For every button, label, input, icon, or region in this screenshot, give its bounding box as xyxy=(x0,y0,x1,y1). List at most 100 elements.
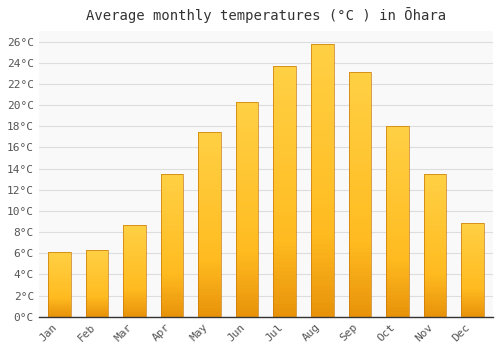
Bar xyxy=(274,267,296,271)
Bar xyxy=(311,112,334,117)
Bar xyxy=(424,243,446,245)
Bar xyxy=(236,281,258,285)
Bar xyxy=(48,284,70,285)
Bar xyxy=(424,203,446,205)
Bar xyxy=(424,307,446,310)
Bar xyxy=(161,200,184,203)
Bar xyxy=(86,306,108,307)
Bar xyxy=(124,306,146,308)
Bar xyxy=(48,258,70,259)
Bar xyxy=(461,307,483,309)
Bar xyxy=(198,237,221,240)
Bar xyxy=(311,62,334,66)
Bar xyxy=(311,107,334,112)
Bar xyxy=(274,237,296,241)
Bar xyxy=(86,274,108,276)
Bar xyxy=(86,258,108,259)
Bar xyxy=(424,262,446,264)
Bar xyxy=(348,284,371,288)
Bar xyxy=(348,117,371,121)
Bar xyxy=(348,227,371,231)
Bar xyxy=(124,263,146,265)
Bar xyxy=(198,141,221,144)
Bar xyxy=(311,98,334,103)
Bar xyxy=(161,290,184,293)
Bar xyxy=(86,256,108,257)
Bar xyxy=(161,178,184,181)
Bar xyxy=(48,299,70,300)
Bar xyxy=(311,203,334,208)
Bar xyxy=(86,310,108,311)
Bar xyxy=(198,274,221,276)
Bar xyxy=(161,252,184,255)
Bar xyxy=(124,226,146,228)
Bar xyxy=(348,292,371,296)
Bar xyxy=(48,266,70,267)
Bar xyxy=(274,108,296,112)
Bar xyxy=(424,260,446,262)
Bar xyxy=(124,275,146,277)
Bar xyxy=(424,286,446,288)
Bar xyxy=(311,312,334,317)
Bar xyxy=(86,253,108,254)
Bar xyxy=(48,302,70,303)
Bar xyxy=(274,166,296,170)
Bar xyxy=(198,233,221,237)
Bar xyxy=(124,259,146,260)
Bar xyxy=(161,257,184,260)
Bar xyxy=(86,278,108,279)
Bar xyxy=(386,250,408,253)
Bar xyxy=(124,291,146,292)
Bar xyxy=(236,217,258,220)
Bar xyxy=(86,262,108,264)
Bar xyxy=(161,302,184,305)
Bar xyxy=(461,296,483,298)
Bar xyxy=(236,310,258,313)
Bar xyxy=(274,300,296,304)
Bar xyxy=(86,302,108,303)
Bar xyxy=(274,125,296,129)
Bar xyxy=(386,295,408,298)
Bar xyxy=(461,238,483,240)
Bar xyxy=(461,254,483,256)
Bar xyxy=(274,66,296,70)
Bar xyxy=(274,145,296,149)
Bar xyxy=(124,300,146,301)
Bar xyxy=(124,303,146,304)
Bar xyxy=(124,234,146,236)
Bar xyxy=(348,301,371,304)
Bar xyxy=(48,260,70,261)
Bar xyxy=(274,196,296,200)
Bar xyxy=(86,297,108,298)
Bar xyxy=(311,71,334,76)
Bar xyxy=(274,70,296,74)
Bar xyxy=(461,314,483,315)
Bar xyxy=(161,193,184,195)
Bar xyxy=(86,303,108,304)
Bar xyxy=(274,191,296,196)
Bar xyxy=(124,285,146,286)
Bar xyxy=(236,299,258,302)
Bar xyxy=(48,306,70,307)
Bar xyxy=(348,280,371,284)
Bar xyxy=(424,183,446,186)
Bar xyxy=(198,301,221,304)
Bar xyxy=(161,288,184,290)
Bar xyxy=(311,253,334,258)
Bar xyxy=(124,295,146,297)
Bar xyxy=(348,235,371,239)
Bar xyxy=(461,227,483,229)
Bar xyxy=(348,195,371,198)
Bar xyxy=(386,174,408,177)
Bar xyxy=(161,183,184,186)
Bar xyxy=(124,283,146,285)
Bar xyxy=(86,287,108,288)
Bar xyxy=(198,172,221,175)
Bar xyxy=(86,267,108,268)
Bar xyxy=(236,292,258,295)
Bar xyxy=(48,267,70,268)
Bar xyxy=(386,187,408,190)
Bar xyxy=(198,147,221,150)
Bar xyxy=(274,87,296,91)
Bar xyxy=(311,271,334,276)
